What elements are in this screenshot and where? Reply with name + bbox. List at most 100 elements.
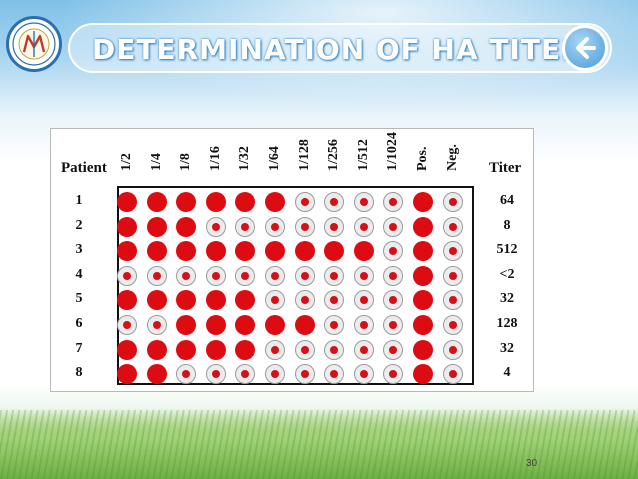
button-well bbox=[442, 241, 463, 262]
dilution-column-header: 1/2 bbox=[115, 135, 139, 187]
patient-number: 1 bbox=[75, 193, 83, 208]
agglutination-well bbox=[146, 241, 167, 262]
titer-column-label: Titer bbox=[489, 160, 522, 176]
sky-background bbox=[0, 0, 638, 120]
button-well bbox=[442, 290, 463, 311]
agglutination-well bbox=[205, 290, 226, 311]
agglutination-well bbox=[294, 315, 315, 335]
agglutination-well bbox=[146, 339, 167, 360]
patient-column-label: Patient bbox=[61, 160, 107, 176]
agglutination-well bbox=[413, 216, 433, 237]
agglutination-well bbox=[117, 216, 137, 237]
button-well bbox=[294, 265, 315, 286]
agglutination-well bbox=[146, 216, 167, 237]
button-well bbox=[235, 216, 256, 237]
agglutination-well bbox=[176, 315, 197, 335]
button-well bbox=[383, 364, 404, 385]
agglutination-well bbox=[235, 192, 256, 212]
button-well bbox=[117, 315, 137, 335]
button-well bbox=[265, 364, 285, 385]
agglutination-well bbox=[413, 241, 433, 262]
button-well bbox=[442, 265, 463, 286]
back-button[interactable] bbox=[562, 25, 608, 71]
button-well bbox=[353, 265, 374, 286]
titer-value: 512 bbox=[496, 242, 518, 258]
button-well bbox=[442, 339, 463, 360]
titer-value: <2 bbox=[499, 266, 515, 282]
button-well bbox=[353, 192, 374, 212]
agglutination-well bbox=[235, 290, 256, 311]
dilution-column-label: 1/4 bbox=[148, 153, 164, 171]
agglutination-well bbox=[205, 192, 226, 212]
titer-value: 32 bbox=[500, 340, 514, 356]
button-well bbox=[324, 192, 345, 212]
agglutination-well bbox=[413, 364, 433, 385]
button-well bbox=[205, 265, 226, 286]
button-well bbox=[383, 315, 404, 335]
dilution-column-label: 1/16 bbox=[207, 146, 223, 171]
button-well bbox=[324, 216, 345, 237]
button-well bbox=[265, 339, 285, 360]
dilution-column-label: 1/128 bbox=[296, 139, 312, 171]
button-well bbox=[265, 290, 285, 311]
button-well bbox=[442, 192, 463, 212]
dilution-column-header: 1/16 bbox=[204, 135, 228, 187]
dilution-column-header: 1/256 bbox=[322, 135, 346, 187]
agglutination-well bbox=[117, 192, 137, 212]
button-well bbox=[383, 339, 404, 360]
button-well bbox=[442, 216, 463, 237]
dilution-column-label: Pos. bbox=[415, 146, 430, 172]
title-bar: DETERMINATION OF HA TITERS bbox=[68, 23, 612, 73]
agglutination-well bbox=[205, 241, 226, 262]
button-well bbox=[383, 216, 404, 237]
button-well bbox=[176, 265, 197, 286]
button-well bbox=[353, 315, 374, 335]
agglutination-well bbox=[235, 241, 256, 262]
button-well bbox=[353, 364, 374, 385]
agglutination-well bbox=[413, 290, 433, 311]
button-well bbox=[146, 265, 167, 286]
dilution-column-header: 1/512 bbox=[352, 135, 376, 187]
dilution-column-header: 1/4 bbox=[145, 135, 169, 187]
dilution-column-header: 1/32 bbox=[233, 135, 257, 187]
button-well bbox=[294, 290, 315, 311]
button-well bbox=[353, 216, 374, 237]
titer-value: 128 bbox=[496, 316, 518, 331]
titer-value: 32 bbox=[500, 291, 514, 307]
button-well bbox=[442, 315, 463, 335]
back-arrow-icon bbox=[576, 37, 596, 59]
page-number: 30 bbox=[526, 458, 538, 469]
button-well bbox=[383, 265, 404, 286]
agglutination-well bbox=[146, 290, 167, 311]
dilution-column-header: 1/64 bbox=[263, 135, 287, 187]
agglutination-well bbox=[146, 192, 167, 212]
button-well bbox=[383, 192, 404, 212]
agglutination-well bbox=[117, 241, 137, 262]
button-well bbox=[146, 315, 167, 335]
dilution-column-label: 1/32 bbox=[237, 146, 253, 171]
agglutination-well bbox=[413, 265, 433, 286]
agglutination-well bbox=[235, 339, 256, 360]
button-well bbox=[442, 364, 463, 385]
agglutination-well bbox=[265, 192, 285, 212]
button-well bbox=[383, 290, 404, 311]
agglutination-well bbox=[176, 216, 197, 237]
agglutination-well bbox=[146, 364, 167, 385]
dilution-column-header: Pos. bbox=[411, 135, 435, 187]
dilution-column-label: 1/512 bbox=[355, 139, 371, 171]
button-well bbox=[265, 216, 285, 237]
agglutination-well bbox=[176, 339, 197, 360]
dilution-column-header: 1/1024 bbox=[381, 132, 405, 187]
button-well bbox=[205, 364, 226, 385]
patient-number: 8 bbox=[75, 365, 83, 381]
university-seal-icon bbox=[6, 16, 62, 72]
agglutination-well bbox=[117, 290, 137, 311]
titer-value: 4 bbox=[503, 365, 511, 381]
agglutination-well bbox=[176, 241, 197, 262]
button-well bbox=[383, 241, 404, 262]
button-well bbox=[294, 192, 315, 212]
button-well bbox=[324, 265, 345, 286]
button-well bbox=[353, 290, 374, 311]
button-well bbox=[205, 216, 226, 237]
dilution-column-header: 1/128 bbox=[293, 135, 317, 187]
